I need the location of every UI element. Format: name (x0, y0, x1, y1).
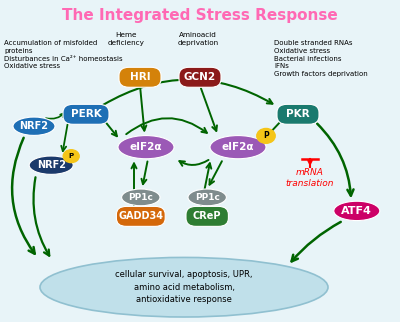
Text: GADD34: GADD34 (118, 211, 163, 222)
Ellipse shape (29, 156, 73, 175)
FancyBboxPatch shape (186, 206, 228, 226)
Text: Double stranded RNAs
Oxidative stress
Bacterial infections
IFNs
Growth factors d: Double stranded RNAs Oxidative stress Ba… (274, 40, 368, 77)
Text: eIF2α: eIF2α (130, 142, 162, 152)
Text: The Integrated Stress Response: The Integrated Stress Response (62, 8, 338, 23)
Ellipse shape (210, 136, 266, 159)
FancyBboxPatch shape (63, 104, 109, 124)
Circle shape (257, 128, 275, 143)
Text: HRI: HRI (130, 72, 150, 82)
Text: eIF2α: eIF2α (222, 142, 254, 152)
Ellipse shape (122, 189, 160, 206)
Text: P: P (69, 153, 74, 159)
Text: PP1c: PP1c (128, 193, 153, 202)
Ellipse shape (334, 201, 380, 221)
Ellipse shape (40, 258, 328, 317)
Text: mRNA
translation: mRNA translation (286, 168, 334, 188)
Text: NRF2: NRF2 (20, 121, 48, 131)
Text: cellular survival, apoptosis, UPR,
amino acid metabolism,
antioxidative response: cellular survival, apoptosis, UPR, amino… (115, 270, 253, 304)
Text: GCN2: GCN2 (184, 72, 216, 82)
Ellipse shape (188, 189, 226, 206)
FancyBboxPatch shape (116, 206, 165, 226)
Text: P: P (263, 131, 269, 140)
Text: Heme
deficiency: Heme deficiency (108, 32, 144, 46)
Text: PERK: PERK (71, 109, 101, 119)
Text: PP1c: PP1c (195, 193, 220, 202)
FancyBboxPatch shape (119, 67, 161, 87)
FancyBboxPatch shape (179, 67, 221, 87)
Text: PKR: PKR (286, 109, 310, 119)
Ellipse shape (118, 136, 174, 159)
FancyBboxPatch shape (277, 104, 319, 124)
Circle shape (63, 150, 79, 163)
Text: NRF2: NRF2 (37, 160, 66, 170)
Text: Aminoacid
deprivation: Aminoacid deprivation (178, 32, 218, 46)
Ellipse shape (13, 117, 55, 136)
Text: Accumulation of misfolded
proteins
Disturbances in Ca²⁺ homeostasis
Oxidative st: Accumulation of misfolded proteins Distu… (4, 40, 123, 70)
Text: ATF4: ATF4 (341, 206, 372, 216)
Text: CReP: CReP (193, 211, 222, 222)
